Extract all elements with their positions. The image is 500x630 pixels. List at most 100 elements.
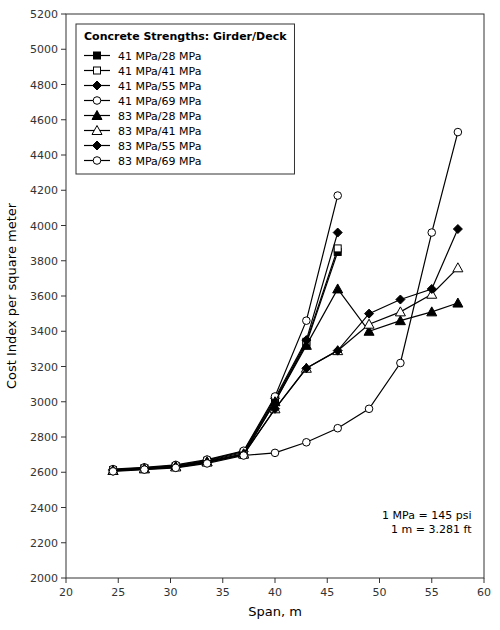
point — [108, 465, 118, 474]
point — [396, 295, 405, 304]
legend-label: 83 MPa/69 MPa — [118, 155, 201, 168]
point — [172, 464, 180, 472]
point — [453, 298, 463, 307]
y-tick-label: 5200 — [30, 8, 58, 21]
y-tick-label: 3600 — [30, 290, 58, 303]
point — [453, 225, 462, 234]
legend: Concrete Strengths: Girder/Deck41 MPa/28… — [76, 24, 294, 174]
y-tick-label: 4000 — [30, 220, 58, 233]
x-tick — [66, 578, 67, 583]
y-tick-label: 2400 — [30, 502, 58, 515]
y-tick — [61, 542, 66, 543]
y-tick — [61, 14, 66, 15]
point — [109, 466, 118, 475]
legend-marker — [94, 67, 101, 74]
x-tick-label: 35 — [216, 586, 230, 599]
point — [334, 192, 342, 200]
point — [139, 464, 149, 473]
point — [334, 245, 341, 252]
y-tick-label: 4200 — [30, 184, 58, 197]
y-tick-label: 4800 — [30, 79, 58, 92]
point — [271, 449, 279, 457]
y-tick-label: 4600 — [30, 114, 58, 127]
x-tick-label: 60 — [477, 586, 491, 599]
plot-area — [108, 128, 463, 475]
point — [427, 307, 437, 316]
point — [333, 284, 343, 293]
point — [301, 363, 311, 372]
y-tick — [61, 507, 66, 508]
point — [108, 465, 118, 474]
y-tick-label: 2000 — [30, 572, 58, 585]
point — [395, 316, 405, 325]
point — [203, 460, 211, 468]
y-tick-label: 5000 — [30, 43, 58, 56]
x-tick — [327, 578, 328, 583]
point — [365, 309, 374, 318]
y-tick — [61, 401, 66, 402]
point — [240, 452, 248, 460]
x-tick-label: 20 — [59, 586, 73, 599]
series-line — [113, 289, 458, 471]
legend-label: 83 MPa/41 MPa — [118, 125, 201, 138]
legend-marker — [93, 97, 101, 105]
x-tick-label: 40 — [268, 586, 282, 599]
y-tick-label: 2800 — [30, 431, 58, 444]
series-line — [113, 248, 338, 470]
point — [139, 464, 149, 473]
x-tick — [222, 578, 223, 583]
series-line — [113, 233, 338, 470]
series-line — [113, 132, 458, 471]
y-tick — [61, 155, 66, 156]
point — [333, 346, 342, 355]
point — [171, 463, 180, 472]
point — [171, 462, 181, 471]
x-tick — [170, 578, 171, 583]
y-tick-label: 3800 — [30, 255, 58, 268]
point — [109, 468, 117, 476]
x-tick — [379, 578, 380, 583]
point — [203, 458, 212, 467]
series-line — [113, 196, 338, 470]
point — [397, 359, 405, 367]
y-axis-label: Cost Index per square meter — [4, 202, 19, 389]
point — [334, 424, 342, 432]
annotation-line: 1 m = 3.281 ft — [391, 523, 472, 536]
legend-label: 83 MPa/28 MPa — [118, 110, 201, 123]
x-tick — [431, 578, 432, 583]
x-tick — [275, 578, 276, 583]
point — [427, 284, 436, 293]
point — [302, 364, 311, 373]
point — [271, 404, 280, 413]
x-tick — [118, 578, 119, 583]
annotation-line: 1 MPa = 145 psi — [382, 509, 471, 522]
point — [303, 438, 311, 446]
legend-marker — [94, 52, 101, 59]
y-tick-label: 3400 — [30, 325, 58, 338]
point — [453, 263, 463, 272]
series-line — [113, 252, 338, 471]
legend-marker — [93, 141, 102, 150]
y-tick-label: 2600 — [30, 466, 58, 479]
y-tick — [61, 437, 66, 438]
y-tick-label: 4400 — [30, 149, 58, 162]
x-axis-label: Span, m — [248, 604, 302, 619]
x-tick — [484, 578, 485, 583]
legend-label: 41 MPa/69 MPa — [118, 95, 201, 108]
annotation: 1 MPa = 145 psi1 m = 3.281 ft — [382, 509, 472, 536]
chart: 2025303540455055602000220024002600280030… — [0, 0, 500, 630]
point — [454, 128, 462, 136]
legend-marker — [93, 81, 102, 90]
legend-title: Concrete Strengths: Girder/Deck — [84, 30, 287, 43]
point — [140, 465, 149, 474]
legend-label: 41 MPa/55 MPa — [118, 80, 201, 93]
point — [365, 405, 373, 413]
point — [239, 450, 248, 459]
legend-label: 41 MPa/41 MPa — [118, 65, 201, 78]
y-tick — [61, 225, 66, 226]
point — [395, 307, 405, 316]
y-tick — [61, 84, 66, 85]
y-tick — [61, 578, 66, 579]
y-tick — [61, 366, 66, 367]
x-tick-label: 55 — [425, 586, 439, 599]
